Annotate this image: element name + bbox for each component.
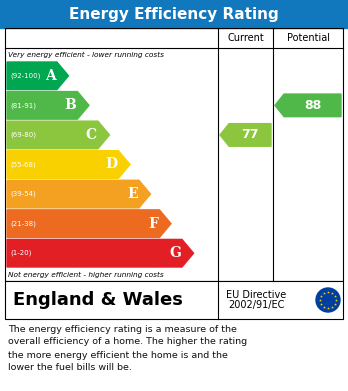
Text: G: G [169, 246, 181, 260]
Polygon shape [7, 151, 130, 178]
Text: overall efficiency of a home. The higher the rating: overall efficiency of a home. The higher… [8, 337, 247, 346]
Text: Potential: Potential [286, 33, 330, 43]
Text: (39-54): (39-54) [10, 191, 36, 197]
Circle shape [316, 288, 340, 312]
Text: C: C [86, 128, 97, 142]
Bar [5, 28, 343, 281]
Text: (55-68): (55-68) [10, 161, 36, 168]
Polygon shape [275, 94, 341, 117]
Polygon shape [7, 239, 193, 267]
Text: 77: 77 [241, 128, 259, 142]
Bar [5, 281, 343, 319]
Text: B: B [65, 99, 77, 112]
Bar [0, 0, 348, 28]
Text: Energy Efficiency Rating: Energy Efficiency Rating [69, 7, 279, 22]
Text: Very energy efficient - lower running costs: Very energy efficient - lower running co… [8, 52, 164, 57]
Text: the more energy efficient the home is and the: the more energy efficient the home is an… [8, 350, 228, 359]
Text: 2002/91/EC: 2002/91/EC [228, 300, 285, 310]
Text: Not energy efficient - higher running costs: Not energy efficient - higher running co… [8, 271, 164, 278]
Polygon shape [7, 62, 69, 90]
Text: A: A [45, 69, 56, 83]
Text: (69-80): (69-80) [10, 132, 36, 138]
Text: EU Directive: EU Directive [227, 290, 287, 300]
Text: (21-38): (21-38) [10, 221, 36, 227]
Text: (81-91): (81-91) [10, 102, 36, 109]
Text: Current: Current [227, 33, 264, 43]
Text: The energy efficiency rating is a measure of the: The energy efficiency rating is a measur… [8, 325, 237, 334]
Polygon shape [7, 91, 89, 119]
Polygon shape [7, 121, 110, 149]
Text: E: E [127, 187, 138, 201]
Text: lower the fuel bills will be.: lower the fuel bills will be. [8, 364, 132, 373]
Text: (92-100): (92-100) [10, 73, 40, 79]
Text: F: F [149, 217, 158, 231]
Text: England & Wales: England & Wales [13, 291, 183, 309]
Text: D: D [105, 158, 117, 172]
Polygon shape [7, 210, 171, 237]
Polygon shape [220, 124, 271, 146]
Text: (1-20): (1-20) [10, 250, 31, 256]
Text: 88: 88 [304, 99, 321, 112]
Polygon shape [7, 180, 150, 208]
